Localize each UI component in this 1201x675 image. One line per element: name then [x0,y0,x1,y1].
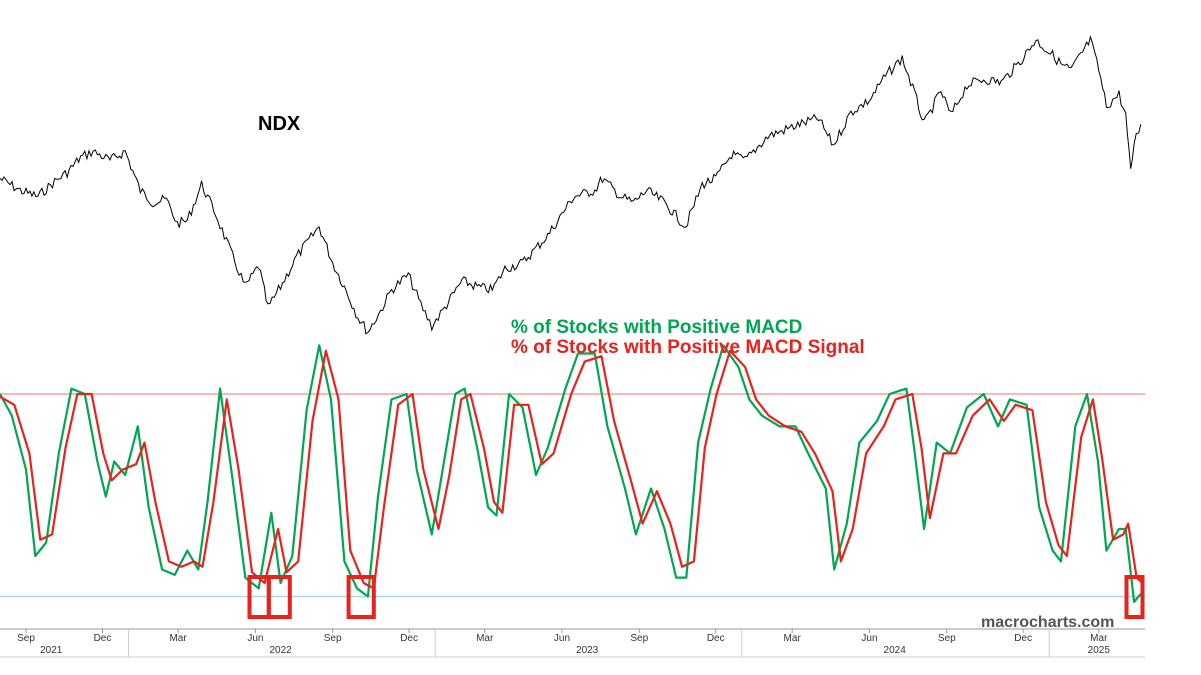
x-tick-label: Dec [707,633,725,644]
reference-lines [0,393,1145,598]
highlight-box-4 [1124,575,1145,619]
x-tick-label: Mar [476,633,494,644]
ndx-series-line [0,34,1142,335]
x-tick-label: Jun [861,633,877,644]
highlight-box-2 [266,575,292,619]
highlight-box-3 [346,575,376,619]
legend-macd-signal: % of Stocks with Positive MACD Signal [511,337,865,358]
ndx-price-chart [0,34,1142,335]
x-tick-label: Dec [94,633,112,644]
legend: % of Stocks with Positive MACD % of Stoc… [511,317,865,358]
x-tick-label: Sep [324,633,342,644]
year-label: 2025 [1088,645,1111,656]
macd-signal-series-line [0,349,1144,590]
x-tick-label: Mar [784,633,802,644]
year-label: 2024 [884,645,907,656]
year-label: 2023 [576,645,599,656]
year-label: 2022 [269,645,292,656]
x-tick-label: Sep [630,633,648,644]
x-tick-label: Sep [17,633,35,644]
year-label: 2021 [40,645,63,656]
x-tick-label: Jun [554,633,570,644]
watermark: macrocharts.com [981,614,1114,631]
x-tick-label: Sep [938,633,956,644]
highlight-boxes [247,575,1145,619]
ndx-label: NDX [258,113,301,135]
macd-breadth-chart [0,344,1144,603]
legend-macd: % of Stocks with Positive MACD [511,317,802,338]
x-tick-label: Mar [1090,633,1108,644]
x-tick-label: Jun [247,633,263,644]
x-tick-label: Dec [1014,633,1032,644]
x-axis: Sep Dec Mar Jun Sep Dec Mar Jun Sep Dec Mar Jun Sep D… [0,628,1145,658]
x-tick-label: Dec [400,633,418,644]
x-tick-label: Mar [169,633,187,644]
